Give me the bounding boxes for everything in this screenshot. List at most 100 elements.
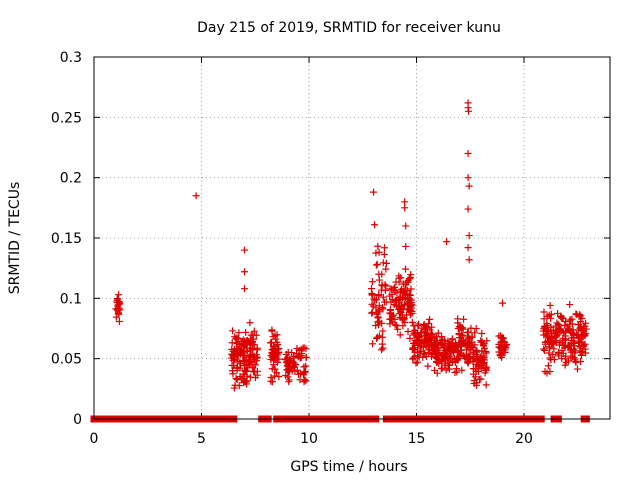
data-point xyxy=(253,344,261,352)
data-point xyxy=(230,362,238,370)
y-tick-label: 0.3 xyxy=(60,50,82,66)
data-point xyxy=(459,340,467,348)
data-point xyxy=(571,347,579,355)
data-point xyxy=(478,347,486,355)
data-point xyxy=(284,354,292,362)
data-point xyxy=(300,378,308,386)
data-point xyxy=(541,322,549,330)
data-point xyxy=(300,363,308,371)
data-point xyxy=(547,356,555,364)
data-point xyxy=(373,333,381,341)
data-point xyxy=(556,339,564,347)
data-point xyxy=(233,340,241,348)
data-point xyxy=(409,345,417,353)
data-point xyxy=(269,350,277,358)
data-point xyxy=(299,344,307,352)
data-point xyxy=(233,349,241,357)
axis-labels: 0 5 10 15 20 0 0.05 0.1 0.15 0.2 0.25 0.3 xyxy=(51,50,533,447)
data-point xyxy=(406,275,414,283)
data-point xyxy=(368,291,376,299)
data-point xyxy=(404,305,412,313)
data-point xyxy=(115,317,123,325)
data-point xyxy=(431,351,439,359)
data-point-outlier xyxy=(382,259,390,267)
data-point xyxy=(433,369,441,377)
data-point xyxy=(246,352,254,360)
data-point-outlier xyxy=(370,188,377,196)
data-point xyxy=(302,362,310,370)
data-point xyxy=(402,265,410,273)
data-point xyxy=(386,320,394,328)
data-point xyxy=(375,306,383,314)
x-axis-title: GPS time / hours xyxy=(290,459,407,475)
data-point xyxy=(396,331,404,339)
data-point xyxy=(237,376,245,384)
data-point xyxy=(543,313,551,321)
data-point xyxy=(482,381,490,389)
x-tick-label: 0 xyxy=(90,431,99,447)
data-point xyxy=(232,375,240,383)
data-point xyxy=(476,353,484,361)
data-point xyxy=(569,352,577,360)
data-point xyxy=(566,316,574,324)
chart-title: Day 215 of 2019, SRMTID for receiver kun… xyxy=(197,20,501,36)
data-point xyxy=(371,296,379,304)
data-point xyxy=(453,365,461,373)
data-point xyxy=(430,334,438,342)
data-point xyxy=(415,339,423,347)
data-point xyxy=(496,352,504,360)
data-point xyxy=(368,308,376,316)
data-point xyxy=(547,327,555,335)
data-point xyxy=(460,315,468,323)
data-point-outlier xyxy=(465,256,473,264)
data-point xyxy=(235,382,243,390)
data-point xyxy=(449,348,457,356)
data-point-outlier xyxy=(371,221,379,229)
data-point xyxy=(434,329,442,337)
x-tick-label: 20 xyxy=(515,431,533,447)
data-point xyxy=(434,350,442,358)
data-point xyxy=(577,344,585,352)
data-point xyxy=(286,365,294,373)
data-point xyxy=(271,365,279,373)
data-point xyxy=(542,325,550,333)
y-tick-label: 0.1 xyxy=(60,291,82,307)
data-point xyxy=(113,299,121,307)
data-point xyxy=(290,363,298,371)
data-point xyxy=(302,353,310,361)
data-point xyxy=(268,352,276,360)
data-point xyxy=(268,378,276,386)
data-point-outlier xyxy=(402,222,410,230)
data-point xyxy=(406,334,414,342)
data-point xyxy=(414,322,422,330)
data-point xyxy=(458,337,466,345)
data-point xyxy=(573,330,581,338)
data-point xyxy=(369,302,377,310)
data-point xyxy=(451,368,459,376)
data-point xyxy=(290,354,298,362)
data-point xyxy=(540,345,548,353)
data-point xyxy=(237,360,245,368)
data-point xyxy=(547,314,555,322)
data-point xyxy=(550,345,558,353)
data-point xyxy=(540,308,548,316)
data-point xyxy=(268,327,276,335)
data-point xyxy=(497,345,505,353)
data-point xyxy=(267,373,275,381)
data-point xyxy=(395,299,403,307)
data-point xyxy=(482,364,490,372)
data-point xyxy=(296,370,304,378)
data-point xyxy=(115,291,123,299)
data-point xyxy=(395,274,403,282)
data-point xyxy=(454,356,462,364)
data-point xyxy=(475,375,483,383)
data-point xyxy=(470,370,478,378)
data-point xyxy=(441,361,449,369)
data-point xyxy=(379,327,387,335)
data-point xyxy=(251,368,259,376)
data-point xyxy=(302,377,310,385)
data-point xyxy=(375,321,383,329)
data-point xyxy=(413,333,421,341)
data-point xyxy=(391,315,399,323)
data-point xyxy=(234,335,242,343)
